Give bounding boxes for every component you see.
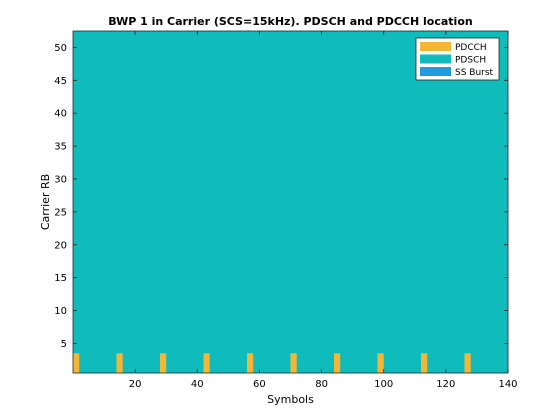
pdcch-block [290,353,297,373]
pdsch-region [73,31,508,373]
legend: PDCCH PDSCH SS Burst [415,37,500,81]
x-tick-label: 140 [498,379,517,390]
y-tick-label: 10 [54,306,67,317]
axes-frame [72,30,509,374]
legend-label: PDCCH [455,43,487,53]
axis-ticks: 20 40 60 80 100 120 140 5 10 15 20 25 30 35 40 45 50 [54,31,518,390]
pdcch-block [334,353,341,373]
y-tick-label: 30 [54,174,67,185]
legend-label: PDSCH [455,56,486,66]
chart-title: BWP 1 in Carrier (SCS=15kHz). PDSCH and … [108,15,472,28]
legend-swatch [420,42,451,51]
x-tick-label: 20 [129,379,142,390]
y-tick-label: 40 [54,109,67,120]
legend-label: SS Burst [455,68,494,78]
pdcch-block [247,353,254,373]
pdcch-block [203,353,210,373]
legend-swatch [420,67,451,76]
x-tick-label: 100 [374,379,393,390]
legend-swatch [420,54,451,64]
x-tick-label: 80 [315,379,328,390]
pdcch-block [464,353,471,373]
pdcch-block [421,353,428,373]
y-tick-label: 5 [61,339,67,350]
y-tick-label: 20 [54,240,67,251]
y-tick-label: 15 [54,273,67,284]
pdcch-block [377,353,384,373]
plot-area [73,31,508,373]
y-axis-label: Carrier RB [39,174,52,230]
x-tick-label: 120 [436,379,455,390]
x-tick-label: 40 [191,379,204,390]
y-tick-label: 50 [54,43,67,54]
y-tick-label: 25 [54,207,67,218]
y-tick-label: 35 [54,142,67,153]
y-tick-label: 45 [54,76,67,87]
pdcch-block [73,353,80,373]
x-axis-label: Symbols [267,393,314,406]
pdcch-block [116,353,123,373]
pdcch-block [160,353,167,373]
x-tick-label: 60 [253,379,266,390]
